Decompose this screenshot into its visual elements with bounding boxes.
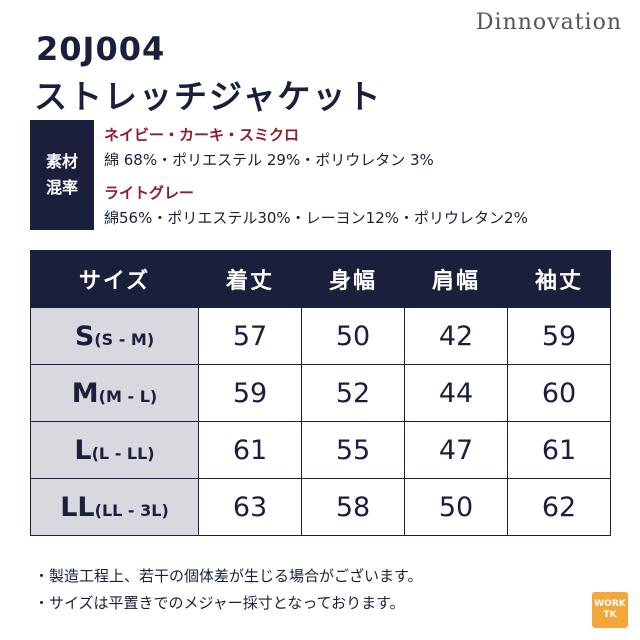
size-label: L (74, 434, 92, 466)
size-table: サイズ 着丈 身幅 肩幅 袖丈 S(S - M) 57 50 42 59 M(M… (30, 250, 611, 536)
size-cell: S(S - M) (30, 307, 199, 365)
value-cell: 58 (301, 478, 405, 536)
note-1: ・製造工程上、若干の個体差が生じる場合がございます。 (34, 567, 423, 585)
work-tk-logo: WORK TK (592, 592, 628, 628)
material-label-line1: 素材 (45, 152, 78, 171)
size-cell: L(L - LL) (30, 421, 199, 479)
logo-line2: TK (603, 610, 617, 620)
table-row: S(S - M) 57 50 42 59 (30, 307, 611, 365)
material-composition-1: 綿 68%・ポリエステル 29%・ポリウレタン 3% (104, 151, 434, 169)
brand-name: Dinnovation (475, 10, 622, 35)
value-cell: 63 (198, 478, 302, 536)
size-label: M (71, 377, 99, 409)
logo-line1: WORK (594, 599, 626, 609)
value-cell: 59 (198, 364, 302, 422)
value-cell: 55 (301, 421, 405, 479)
value-cell: 57 (198, 307, 302, 365)
header-chest: 身幅 (301, 250, 405, 308)
size-label: LL (60, 491, 95, 523)
size-cell: LL(LL - 3L) (30, 478, 199, 536)
note-2: ・サイズは平置きでのメジャー採寸となっております。 (34, 594, 405, 612)
product-code: 20J004 (36, 30, 166, 68)
value-cell: 62 (507, 478, 611, 536)
material-composition-2: 綿56%・ポリエステル30%・レーヨン12%・ポリウレタン2% (104, 209, 528, 227)
value-cell: 50 (404, 478, 508, 536)
value-cell: 61 (507, 421, 611, 479)
size-table-header: サイズ 着丈 身幅 肩幅 袖丈 (30, 250, 611, 308)
value-cell: 59 (507, 307, 611, 365)
size-range: (M - L) (98, 386, 158, 406)
value-cell: 52 (301, 364, 405, 422)
table-row: LL(LL - 3L) 63 58 50 62 (30, 478, 611, 536)
value-cell: 50 (301, 307, 405, 365)
header-shoulder: 肩幅 (404, 250, 508, 308)
value-cell: 47 (404, 421, 508, 479)
size-range: (L - LL) (91, 443, 155, 463)
value-cell: 44 (404, 364, 508, 422)
size-range: (LL - 3L) (94, 500, 169, 520)
size-label: S (74, 320, 95, 352)
header-size: サイズ (30, 250, 199, 308)
size-cell: M(M - L) (30, 364, 199, 422)
table-row: M(M - L) 59 52 44 60 (30, 364, 611, 422)
size-range: (S - M) (94, 329, 155, 349)
material-label-line2: 混率 (45, 178, 78, 197)
table-row: L(L - LL) 61 55 47 61 (30, 421, 611, 479)
header-sleeve: 袖丈 (507, 250, 611, 308)
value-cell: 61 (198, 421, 302, 479)
material-label: 素材 混率 (30, 120, 94, 230)
material-colors-1: ネイビー・カーキ・スミクロ (104, 126, 300, 144)
product-name: ストレッチジャケット (34, 77, 383, 116)
value-cell: 42 (404, 307, 508, 365)
value-cell: 60 (507, 364, 611, 422)
material-colors-2: ライトグレー (104, 184, 195, 202)
header-length: 着丈 (198, 250, 302, 308)
